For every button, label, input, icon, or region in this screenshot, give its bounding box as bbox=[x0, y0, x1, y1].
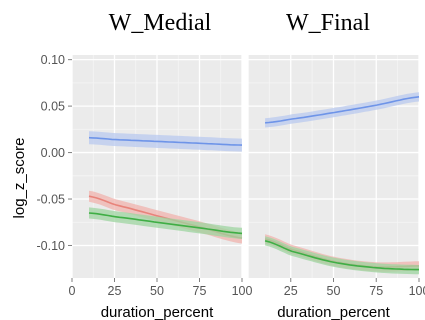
x-tick-label: 25 bbox=[108, 284, 122, 298]
confidence-band bbox=[265, 92, 419, 128]
series-line bbox=[265, 96, 420, 124]
y-axis: 0.10 0.05 0.00 -0.05 -0.10 bbox=[37, 53, 72, 253]
x-axis: 0 25 50 75 100 duration_percent bbox=[69, 278, 253, 320]
x-tick-label: 0 bbox=[69, 284, 76, 298]
x-tick-label: 25 bbox=[284, 284, 298, 298]
panels: 0 25 50 75 100 duration_percent 25 50 75 100 durat… bbox=[69, 55, 425, 320]
series-line bbox=[264, 240, 419, 271]
major-grid bbox=[71, 55, 243, 278]
series-line bbox=[88, 136, 243, 146]
facet-titles: W_Medial W_Final bbox=[109, 10, 371, 36]
x-tick-label: 75 bbox=[369, 284, 383, 298]
x-axis-title: duration_percent bbox=[277, 304, 390, 320]
y-tick-label: -0.10 bbox=[37, 239, 66, 253]
y-tick-label: 0.00 bbox=[41, 146, 65, 160]
y-tick-label: 0.10 bbox=[41, 53, 65, 67]
series-1 bbox=[265, 92, 420, 128]
series-3 bbox=[264, 236, 419, 275]
series-line bbox=[88, 212, 243, 235]
x-tick-label: 50 bbox=[150, 284, 164, 298]
x-tick-label: 50 bbox=[327, 284, 341, 298]
y-axis-title: log_z_score bbox=[11, 138, 28, 219]
x-tick-label: 100 bbox=[232, 284, 253, 298]
facet-panel-1: 0 25 50 75 100 duration_percent bbox=[69, 55, 253, 320]
x-axis-title: duration_percent bbox=[101, 304, 214, 320]
x-axis: 25 50 75 100 duration_percent bbox=[277, 278, 425, 320]
facet-title: W_Medial bbox=[109, 10, 212, 36]
x-tick-label: 75 bbox=[193, 284, 207, 298]
facet-panel-2: 25 50 75 100 duration_percent bbox=[247, 55, 425, 320]
major-grid bbox=[247, 55, 420, 278]
x-tick-label: 100 bbox=[409, 284, 425, 298]
confidence-band bbox=[265, 236, 419, 275]
y-tick-label: -0.05 bbox=[37, 193, 66, 207]
series-3 bbox=[88, 207, 243, 239]
series-1 bbox=[88, 131, 243, 152]
facet-title: W_Final bbox=[286, 10, 370, 36]
y-tick-label: 0.05 bbox=[41, 100, 65, 114]
